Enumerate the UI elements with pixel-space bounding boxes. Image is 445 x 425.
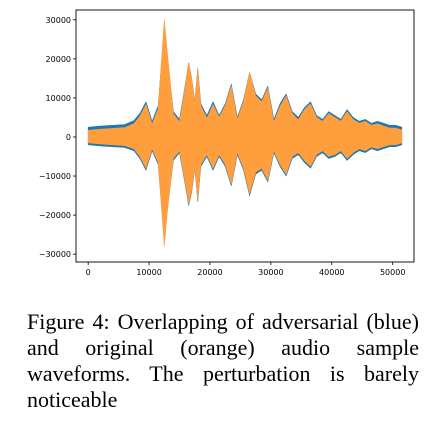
y-tick-label: 20000	[46, 55, 71, 64]
x-tick-label: 20000	[197, 268, 222, 277]
y-tick-label: 0	[66, 133, 71, 142]
series-original-waveform	[87, 19, 403, 247]
y-tick-label: −10000	[39, 172, 71, 181]
y-tick-label: −30000	[39, 250, 71, 259]
plot-frame	[75, 9, 415, 263]
x-tick-label: 50000	[380, 268, 405, 277]
x-tick-label: 0	[86, 268, 91, 277]
x-tick-label: 40000	[319, 268, 344, 277]
y-tick-label: 30000	[46, 16, 71, 25]
figure-caption: Figure 4: Overlapping of adversarial (bl…	[27, 309, 419, 412]
x-tick-label: 10000	[136, 268, 161, 277]
waveform-chart: 30000 20000 10000 0 −10000 −20000 −30000 0 10000…	[39, 9, 415, 277]
x-tick-label: 30000	[258, 268, 283, 277]
y-tick-label: −20000	[39, 211, 71, 220]
waveform-figure: 30000 20000 10000 0 −10000 −20000 −30000 0 10000…	[39, 9, 415, 277]
y-tick-label: 10000	[46, 94, 71, 103]
